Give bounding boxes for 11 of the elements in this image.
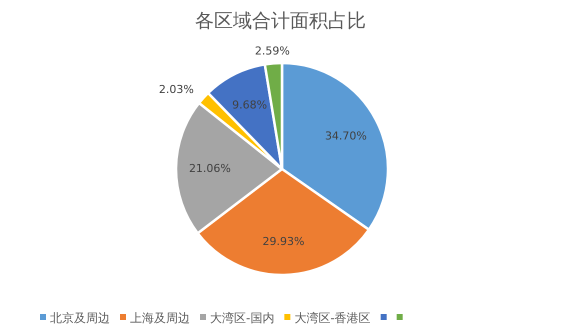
data-label: 2.03% [158,83,194,96]
legend-label: 北京及周边 [50,311,110,325]
data-label: 9.68% [232,98,268,112]
legend-label: 大湾区-国内 [210,311,274,325]
data-label: 21.06% [188,162,231,176]
data-label: 34.70% [324,130,367,143]
legend-label: 上海及周边 [130,311,190,325]
data-label: 29.93% [262,235,304,248]
chart-title: 各区域合计面积占比 [195,10,366,32]
legend-label: 大湾区-香港区 [294,311,371,325]
data-label: 2.59% [254,44,290,58]
